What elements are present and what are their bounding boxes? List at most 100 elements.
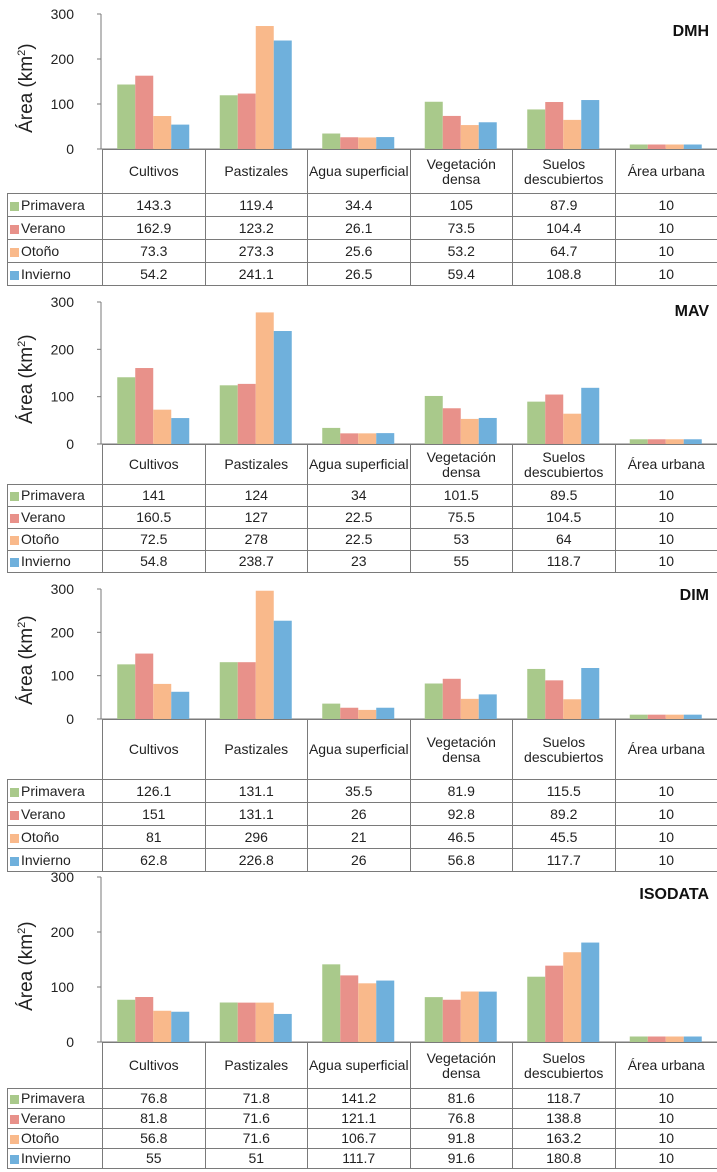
y-tick-label: 200 xyxy=(51,624,75,640)
legend-entry: Otoño xyxy=(8,240,103,263)
bar-verano-3 xyxy=(443,679,461,719)
category-label: Área urbana xyxy=(615,720,717,780)
legend-swatch xyxy=(10,834,19,843)
bar-primavera-1 xyxy=(220,662,238,719)
bar-invierno-4 xyxy=(581,100,599,149)
legend-swatch xyxy=(10,271,19,280)
data-label: 71.6 xyxy=(205,1109,308,1129)
data-label: 46.5 xyxy=(410,826,513,849)
category-label: Suelos descubiertos xyxy=(513,720,616,780)
bar-verano-1 xyxy=(238,94,256,149)
bar-invierno-0 xyxy=(171,418,189,444)
bar-primavera-3 xyxy=(425,684,443,719)
bar-primavera-2 xyxy=(322,428,340,444)
bar-otoño-2 xyxy=(358,433,376,444)
series-name: Invierno xyxy=(21,553,71,569)
category-label: Vegetación densa xyxy=(410,1043,513,1089)
category-label: Suelos descubiertos xyxy=(513,1043,616,1089)
data-label: 10 xyxy=(615,1129,717,1149)
bar-verano-0 xyxy=(135,654,153,719)
y-tick-label: 200 xyxy=(51,51,75,67)
category-label: Vegetación densa xyxy=(410,150,513,194)
data-label: 296 xyxy=(205,826,308,849)
category-label: Pastizales xyxy=(205,1043,308,1089)
category-label: Vegetación densa xyxy=(410,720,513,780)
table-corner xyxy=(8,150,103,194)
bar-verano-1 xyxy=(238,384,256,444)
data-label: 127 xyxy=(205,507,308,529)
bar-verano-0 xyxy=(135,368,153,444)
table-corner xyxy=(8,720,103,780)
bar-primavera-4 xyxy=(527,402,545,444)
bar-otoño-0 xyxy=(153,410,171,444)
bar-invierno-1 xyxy=(274,621,292,719)
bar-otoño-0 xyxy=(153,684,171,719)
data-label: 106.7 xyxy=(308,1129,411,1149)
data-label: 273.3 xyxy=(205,240,308,263)
legend-swatch xyxy=(10,514,19,523)
legend-swatch xyxy=(10,1115,19,1124)
bar-verano-3 xyxy=(443,408,461,444)
category-label: Cultivos xyxy=(103,445,206,485)
data-label: 104.5 xyxy=(513,507,616,529)
bar-otoño-3 xyxy=(461,125,479,149)
bar-invierno-4 xyxy=(581,668,599,719)
data-label: 10 xyxy=(615,507,717,529)
data-label: 10 xyxy=(615,826,717,849)
bar-invierno-1 xyxy=(274,331,292,444)
legend-entry: Otoño xyxy=(8,826,103,849)
data-label: 10 xyxy=(615,263,717,286)
data-label: 34 xyxy=(308,485,411,507)
bar-invierno-2 xyxy=(376,137,394,149)
data-label: 72.5 xyxy=(103,529,206,551)
category-label: Área urbana xyxy=(615,150,717,194)
bar-invierno-3 xyxy=(479,694,497,719)
data-label: 10 xyxy=(615,551,717,573)
bar-invierno-4 xyxy=(581,388,599,444)
data-label: 26.5 xyxy=(308,263,411,286)
data-label: 131.1 xyxy=(205,803,308,826)
data-label: 23 xyxy=(308,551,411,573)
data-label: 26.1 xyxy=(308,217,411,240)
bar-primavera-4 xyxy=(527,109,545,149)
bar-primavera-3 xyxy=(425,102,443,149)
bar-invierno-2 xyxy=(376,981,394,1042)
series-name: Otoño xyxy=(21,243,59,259)
data-label: 105 xyxy=(410,194,513,217)
data-label: 22.5 xyxy=(308,529,411,551)
category-label: Cultivos xyxy=(103,1043,206,1089)
legend-swatch xyxy=(10,536,19,545)
bar-otoño-2 xyxy=(358,137,376,149)
legend-swatch xyxy=(10,1135,19,1144)
category-label: Pastizales xyxy=(205,150,308,194)
data-label: 10 xyxy=(615,780,717,803)
data-label: 81.9 xyxy=(410,780,513,803)
data-label: 163.2 xyxy=(513,1129,616,1149)
series-name: Otoño xyxy=(21,829,59,845)
table-corner xyxy=(8,445,103,485)
legend-entry: Invierno xyxy=(8,551,103,573)
data-label: 87.9 xyxy=(513,194,616,217)
legend-swatch xyxy=(10,811,19,820)
data-label: 118.7 xyxy=(513,551,616,573)
y-tick-label: 200 xyxy=(51,924,75,940)
bar-otoño-2 xyxy=(358,710,376,719)
bar-verano-4 xyxy=(545,680,563,719)
data-label: 10 xyxy=(615,1149,717,1169)
bar-otoño-1 xyxy=(256,591,274,719)
category-label: Agua superficial xyxy=(308,1043,411,1089)
legend-entry: Verano xyxy=(8,507,103,529)
category-label: Pastizales xyxy=(205,720,308,780)
data-label: 141 xyxy=(103,485,206,507)
legend-swatch xyxy=(10,1155,19,1164)
data-label: 180.8 xyxy=(513,1149,616,1169)
bar-verano-2 xyxy=(340,975,358,1042)
category-label: Suelos descubiertos xyxy=(513,150,616,194)
